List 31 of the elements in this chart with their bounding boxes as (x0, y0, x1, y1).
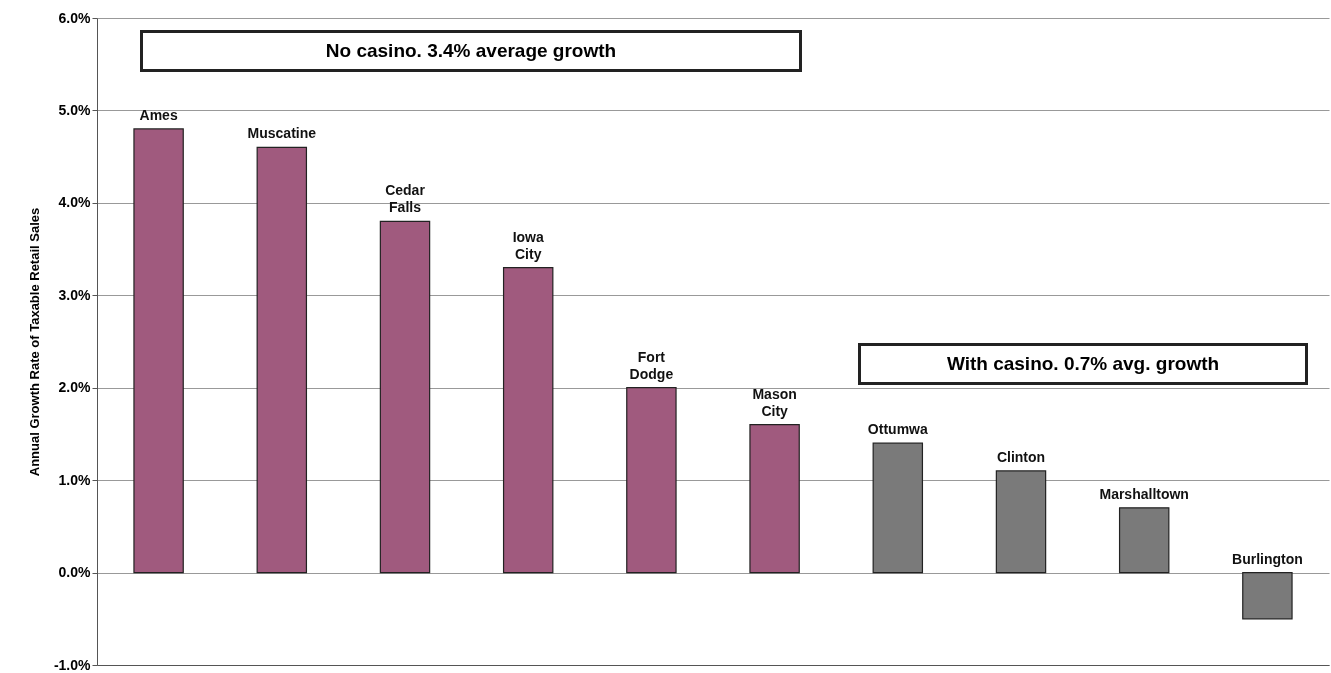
bar (995, 470, 1047, 574)
y-axis-title: Annual Growth Rate of Taxable Retail Sales (26, 207, 42, 477)
y-tick-label: 4.0% (58, 194, 92, 211)
bar (502, 266, 554, 574)
bar (872, 442, 924, 574)
x-tick-label: Iowa City (512, 228, 544, 262)
bar (379, 220, 431, 574)
text-frame: No casino. 3.4% average growth (140, 30, 802, 72)
y-tick-label: 6.0% (58, 9, 92, 26)
y-tick-label: -1.0% (53, 656, 92, 673)
bar (749, 424, 800, 574)
x-tick-label: Ottumwa (867, 421, 928, 438)
x-tick-label: Clinton (996, 448, 1046, 465)
bar (626, 387, 677, 574)
y-tick-label: 0.0% (58, 564, 92, 581)
bar (133, 128, 184, 574)
bar (1118, 507, 1170, 574)
text-frame: With casino. 0.7% avg. growth (858, 343, 1308, 385)
y-tick-label: 5.0% (58, 101, 92, 118)
bar (1242, 571, 1293, 620)
y-tick-label: 2.0% (58, 379, 92, 396)
x-tick-label: Ames (139, 106, 178, 123)
x-tick-label: Marshalltown (1099, 485, 1189, 502)
bar (256, 146, 308, 574)
x-tick-label: Muscatine (247, 125, 317, 142)
y-tick-label: 3.0% (58, 286, 92, 303)
x-tick-label: Burlington (1232, 550, 1303, 567)
x-tick-label: Fort Dodge (629, 348, 674, 382)
y-tick-label: 1.0% (58, 471, 92, 488)
x-tick-label: Cedar Falls (385, 182, 426, 216)
x-tick-label: Mason City (752, 385, 797, 419)
